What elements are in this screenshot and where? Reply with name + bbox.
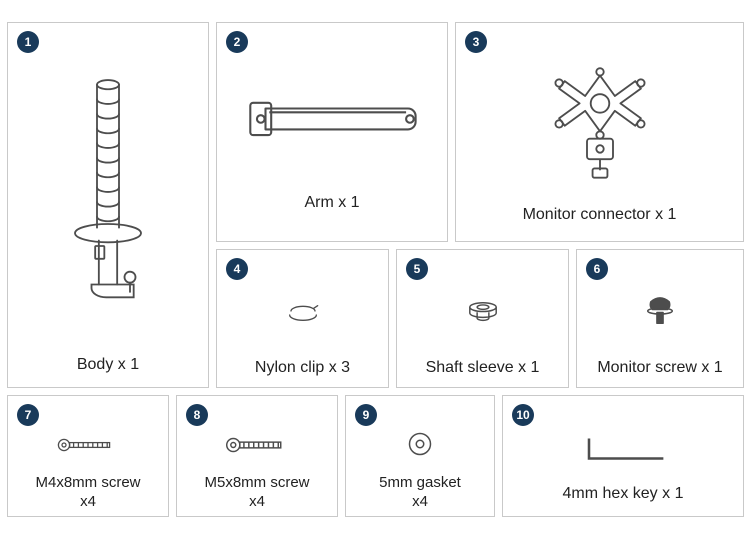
parts-cell-gasket: 9 5mm gasket x4	[345, 395, 495, 517]
badge-5: 5	[406, 258, 428, 280]
badge-4: 4	[226, 258, 248, 280]
illus-nylon-clip	[217, 280, 388, 346]
parts-cell-m4-screw: 7 M4x8mm screw x4	[7, 395, 169, 517]
label-shaft-sleeve: Shaft sleeve x 1	[397, 358, 568, 378]
illus-shaft-sleeve	[397, 280, 568, 346]
badge-10: 10	[512, 404, 534, 426]
parts-cell-shaft-sleeve: 5 Shaft sleeve x 1	[396, 249, 569, 388]
illus-monitor-connector	[456, 47, 743, 197]
parts-cell-arm: 2 Arm x 1	[216, 22, 448, 242]
label-hex-key: 4mm hex key x 1	[503, 484, 743, 504]
illus-m4-screw	[8, 422, 168, 468]
label-monitor-screw: Monitor screw x 1	[577, 358, 743, 378]
label-nylon-clip: Nylon clip x 3	[217, 358, 388, 378]
parts-cell-hex-key: 10 4mm hex key x 1	[502, 395, 744, 517]
parts-cell-monitor-connector: 3 Monitor connector x 1	[455, 22, 744, 242]
label-body: Body x 1	[8, 355, 208, 375]
label-m4-screw: M4x8mm screw x4	[8, 474, 168, 512]
badge-2: 2	[226, 31, 248, 53]
illus-body	[8, 41, 208, 341]
label-arm: Arm x 1	[217, 193, 447, 213]
illus-gasket	[346, 420, 494, 468]
parts-cell-body: 1	[7, 22, 209, 388]
label-monitor-connector: Monitor connector x 1	[456, 205, 743, 225]
label-gasket: 5mm gasket x4	[346, 474, 494, 512]
illus-monitor-screw	[577, 276, 743, 346]
parts-cell-m5-screw: 8 M5x8mm screw x4	[176, 395, 338, 517]
illus-m5-screw	[177, 422, 337, 468]
illus-arm	[217, 53, 447, 183]
parts-cell-nylon-clip: 4 Nylon clip x 3	[216, 249, 389, 388]
parts-cell-monitor-screw: 6 Monitor screw x 1	[576, 249, 744, 388]
illus-hex-key	[503, 424, 743, 476]
label-m5-screw: M5x8mm screw x4	[177, 474, 337, 512]
